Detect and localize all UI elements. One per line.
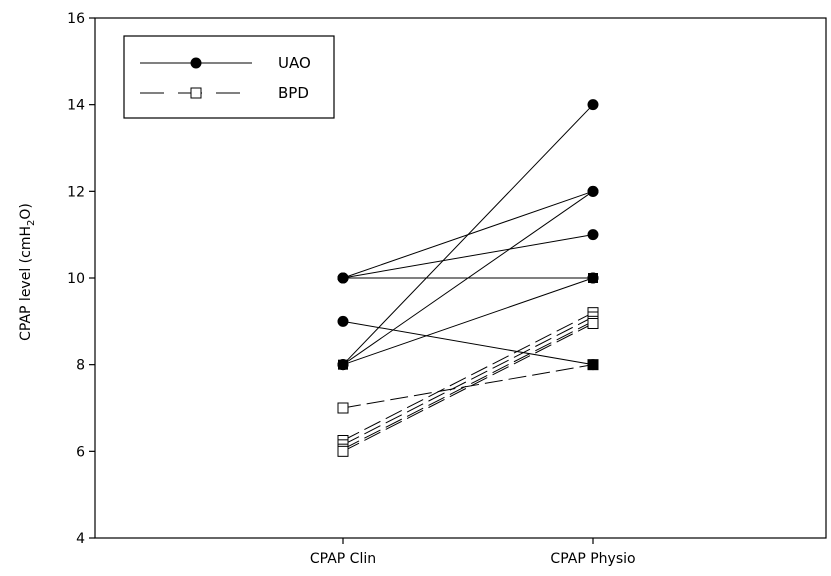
data-point-overlap xyxy=(588,273,598,283)
y-axis-title: CPAP level (cmH2O) xyxy=(18,203,37,341)
y-axis-title-subscript: 2 xyxy=(26,220,37,226)
data-point xyxy=(337,315,349,327)
data-point xyxy=(587,229,599,241)
legend-box xyxy=(123,35,335,119)
series-bpd xyxy=(337,307,599,457)
series-line xyxy=(342,277,594,366)
series-line xyxy=(342,320,594,450)
x-tick-label: CPAP Clin xyxy=(310,551,376,567)
y-tick-label: 8 xyxy=(76,358,85,374)
series-line xyxy=(342,104,594,366)
series-line xyxy=(342,316,594,446)
legend-marker xyxy=(190,87,202,99)
y-axis-title-tail: O) xyxy=(18,203,34,219)
data-point xyxy=(587,318,599,329)
data-point-overlap xyxy=(338,359,348,370)
y-tick-label: 4 xyxy=(76,531,85,547)
x-axis: CPAP Clin CPAP Physio xyxy=(310,538,636,567)
y-tick-label: 16 xyxy=(67,11,85,27)
data-point xyxy=(337,402,349,414)
legend-marker xyxy=(190,57,202,69)
y-axis-title-main: CPAP level (cmH xyxy=(18,226,34,341)
series-line xyxy=(342,312,594,441)
y-axis: 4 6 8 10 12 14 16 xyxy=(67,11,95,547)
series-layer xyxy=(337,99,599,457)
x-tick-label: CPAP Physio xyxy=(550,551,635,567)
series-line xyxy=(342,323,594,452)
y-tick-label: 14 xyxy=(67,98,85,114)
series-line xyxy=(342,364,594,409)
data-point xyxy=(587,185,599,197)
y-tick-label: 10 xyxy=(67,271,85,287)
series-line xyxy=(342,234,594,279)
legend: UAO BPD xyxy=(123,35,335,119)
data-point-overlap xyxy=(588,359,598,370)
data-point xyxy=(587,99,599,111)
y-tick-label: 12 xyxy=(67,184,85,200)
legend-label: BPD xyxy=(278,84,309,102)
legend-label: UAO xyxy=(278,54,311,72)
series-line xyxy=(342,320,594,366)
data-point xyxy=(337,445,349,457)
y-tick-label: 6 xyxy=(76,444,85,460)
data-point xyxy=(337,272,349,284)
series-line xyxy=(342,190,594,366)
